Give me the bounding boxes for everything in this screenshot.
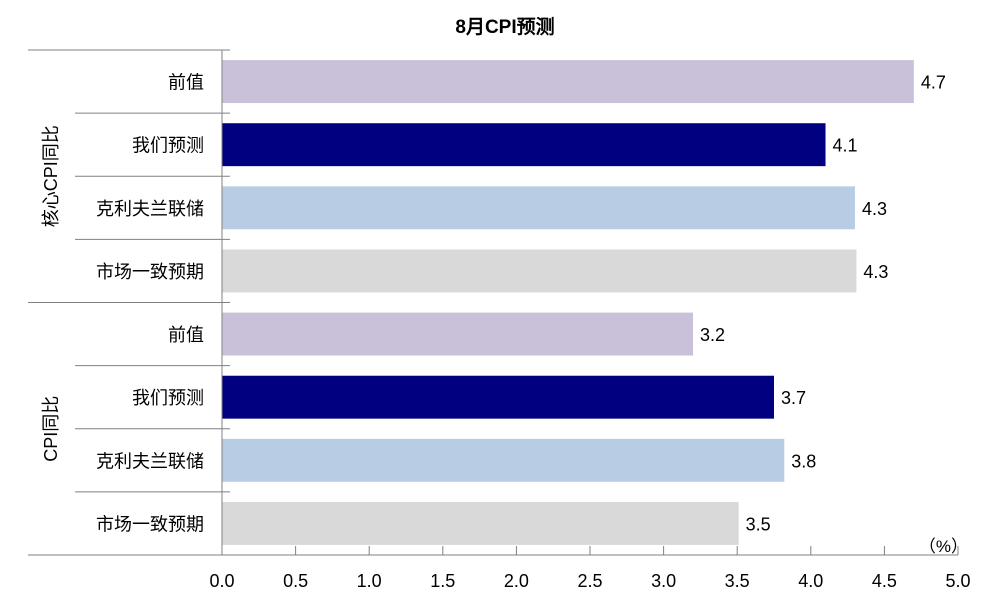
unit-label: （%） bbox=[919, 537, 968, 556]
data-label: 3.5 bbox=[746, 514, 771, 534]
bar bbox=[222, 375, 774, 419]
bar bbox=[222, 438, 785, 482]
x-tick-label: 0.5 bbox=[283, 571, 308, 591]
x-tick-label: 0.0 bbox=[209, 571, 234, 591]
group-label: 核心CPI同比 bbox=[41, 125, 61, 227]
category-label: 克利夫兰联储 bbox=[96, 451, 204, 471]
x-tick-label: 1.0 bbox=[357, 571, 382, 591]
bar bbox=[222, 60, 914, 104]
data-label: 4.3 bbox=[862, 199, 887, 219]
bar bbox=[222, 501, 739, 545]
data-label: 3.7 bbox=[781, 388, 806, 408]
bar bbox=[222, 249, 857, 293]
bar bbox=[222, 186, 855, 230]
category-label: 前值 bbox=[168, 325, 204, 345]
x-tick-label: 1.5 bbox=[430, 571, 455, 591]
x-tick-label: 4.0 bbox=[798, 571, 823, 591]
category-label: 克利夫兰联储 bbox=[96, 199, 204, 219]
category-label: 市场一致预期 bbox=[96, 514, 204, 534]
x-tick-label: 3.5 bbox=[725, 571, 750, 591]
chart-title: 8月CPI预测 bbox=[455, 16, 554, 38]
category-label: 我们预测 bbox=[132, 136, 204, 156]
group-label: CPI同比 bbox=[41, 396, 61, 462]
x-tick-label: 2.0 bbox=[504, 571, 529, 591]
x-tick-label: 4.5 bbox=[872, 571, 897, 591]
x-tick-label: 5.0 bbox=[945, 571, 970, 591]
x-tick-label: 2.5 bbox=[577, 571, 602, 591]
x-tick-label: 3.0 bbox=[651, 571, 676, 591]
data-label: 3.8 bbox=[791, 451, 816, 471]
data-label: 3.2 bbox=[700, 325, 725, 345]
category-label: 前值 bbox=[168, 73, 204, 93]
bar bbox=[222, 312, 694, 356]
data-label: 4.3 bbox=[863, 262, 888, 282]
category-label: 市场一致预期 bbox=[96, 262, 204, 282]
bar bbox=[222, 123, 826, 167]
category-label: 我们预测 bbox=[132, 388, 204, 408]
data-label: 4.7 bbox=[921, 73, 946, 93]
data-label: 4.1 bbox=[833, 136, 858, 156]
